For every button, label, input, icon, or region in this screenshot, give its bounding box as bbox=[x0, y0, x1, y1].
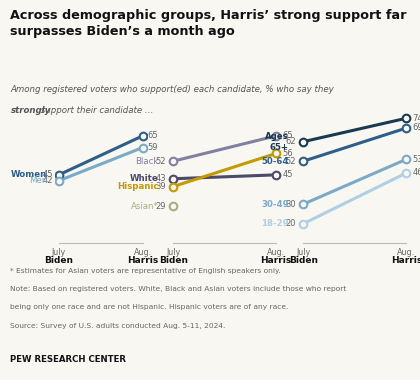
Text: 65: 65 bbox=[282, 131, 293, 140]
Text: July: July bbox=[296, 248, 310, 257]
Text: 30-49: 30-49 bbox=[261, 200, 289, 209]
Text: 18-29: 18-29 bbox=[261, 219, 289, 228]
Text: 30: 30 bbox=[286, 200, 296, 209]
Text: 45: 45 bbox=[282, 170, 293, 179]
Text: Biden: Biden bbox=[159, 256, 188, 265]
Text: Source: Survey of U.S. adults conducted Aug. 5-11, 2024.: Source: Survey of U.S. adults conducted … bbox=[10, 323, 226, 329]
Text: Ages: Ages bbox=[265, 132, 289, 141]
Text: being only one race and are not Hispanic. Hispanic voters are of any race.: being only one race and are not Hispanic… bbox=[10, 304, 289, 310]
Text: Harris: Harris bbox=[261, 256, 292, 265]
Text: 46: 46 bbox=[412, 168, 420, 177]
Text: 74: 74 bbox=[412, 114, 420, 123]
Text: 62: 62 bbox=[286, 137, 296, 146]
Text: 20: 20 bbox=[286, 219, 296, 228]
Text: 43: 43 bbox=[155, 174, 166, 183]
Text: July: July bbox=[52, 248, 66, 257]
Text: Aug.: Aug. bbox=[267, 248, 285, 257]
Text: Across demographic groups, Harris’ strong support far
surpasses Biden’s a month : Across demographic groups, Harris’ stron… bbox=[10, 10, 407, 38]
Text: Asian*: Asian* bbox=[131, 202, 159, 211]
Text: 45: 45 bbox=[42, 170, 53, 179]
Text: Aug.: Aug. bbox=[134, 248, 152, 257]
Text: 56: 56 bbox=[282, 149, 293, 158]
Text: Harris: Harris bbox=[391, 256, 420, 265]
Text: 42: 42 bbox=[42, 176, 53, 185]
Text: * Estimates for Asian voters are representative of English speakers only.: * Estimates for Asian voters are represe… bbox=[10, 268, 281, 274]
Text: 65+: 65+ bbox=[270, 142, 289, 152]
Text: Biden: Biden bbox=[44, 256, 74, 265]
Text: Aug.: Aug. bbox=[397, 248, 415, 257]
Text: support their candidate …: support their candidate … bbox=[38, 106, 154, 116]
Text: Biden: Biden bbox=[289, 256, 318, 265]
Text: Black: Black bbox=[135, 157, 159, 166]
Text: 52: 52 bbox=[286, 157, 296, 166]
Text: 59: 59 bbox=[148, 143, 158, 152]
Text: Note: Based on registered voters. White, Black and Asian voters include those wh: Note: Based on registered voters. White,… bbox=[10, 286, 347, 292]
Text: 50-64: 50-64 bbox=[261, 157, 289, 166]
Text: July: July bbox=[166, 248, 180, 257]
Text: Among registered voters who support(ed) each candidate, % who say they: Among registered voters who support(ed) … bbox=[10, 86, 334, 95]
Text: 65: 65 bbox=[148, 131, 158, 140]
Text: PEW RESEARCH CENTER: PEW RESEARCH CENTER bbox=[10, 355, 126, 364]
Text: White: White bbox=[130, 174, 159, 183]
Text: 39: 39 bbox=[155, 182, 166, 191]
Text: 52: 52 bbox=[155, 157, 166, 166]
Text: strongly: strongly bbox=[10, 106, 51, 116]
Text: 29: 29 bbox=[155, 202, 166, 211]
Text: 53: 53 bbox=[412, 155, 420, 164]
Text: 69: 69 bbox=[412, 124, 420, 133]
Text: Women: Women bbox=[11, 170, 47, 179]
Text: Hispanic: Hispanic bbox=[117, 182, 159, 191]
Text: Harris: Harris bbox=[127, 256, 158, 265]
Text: Men: Men bbox=[29, 176, 47, 185]
